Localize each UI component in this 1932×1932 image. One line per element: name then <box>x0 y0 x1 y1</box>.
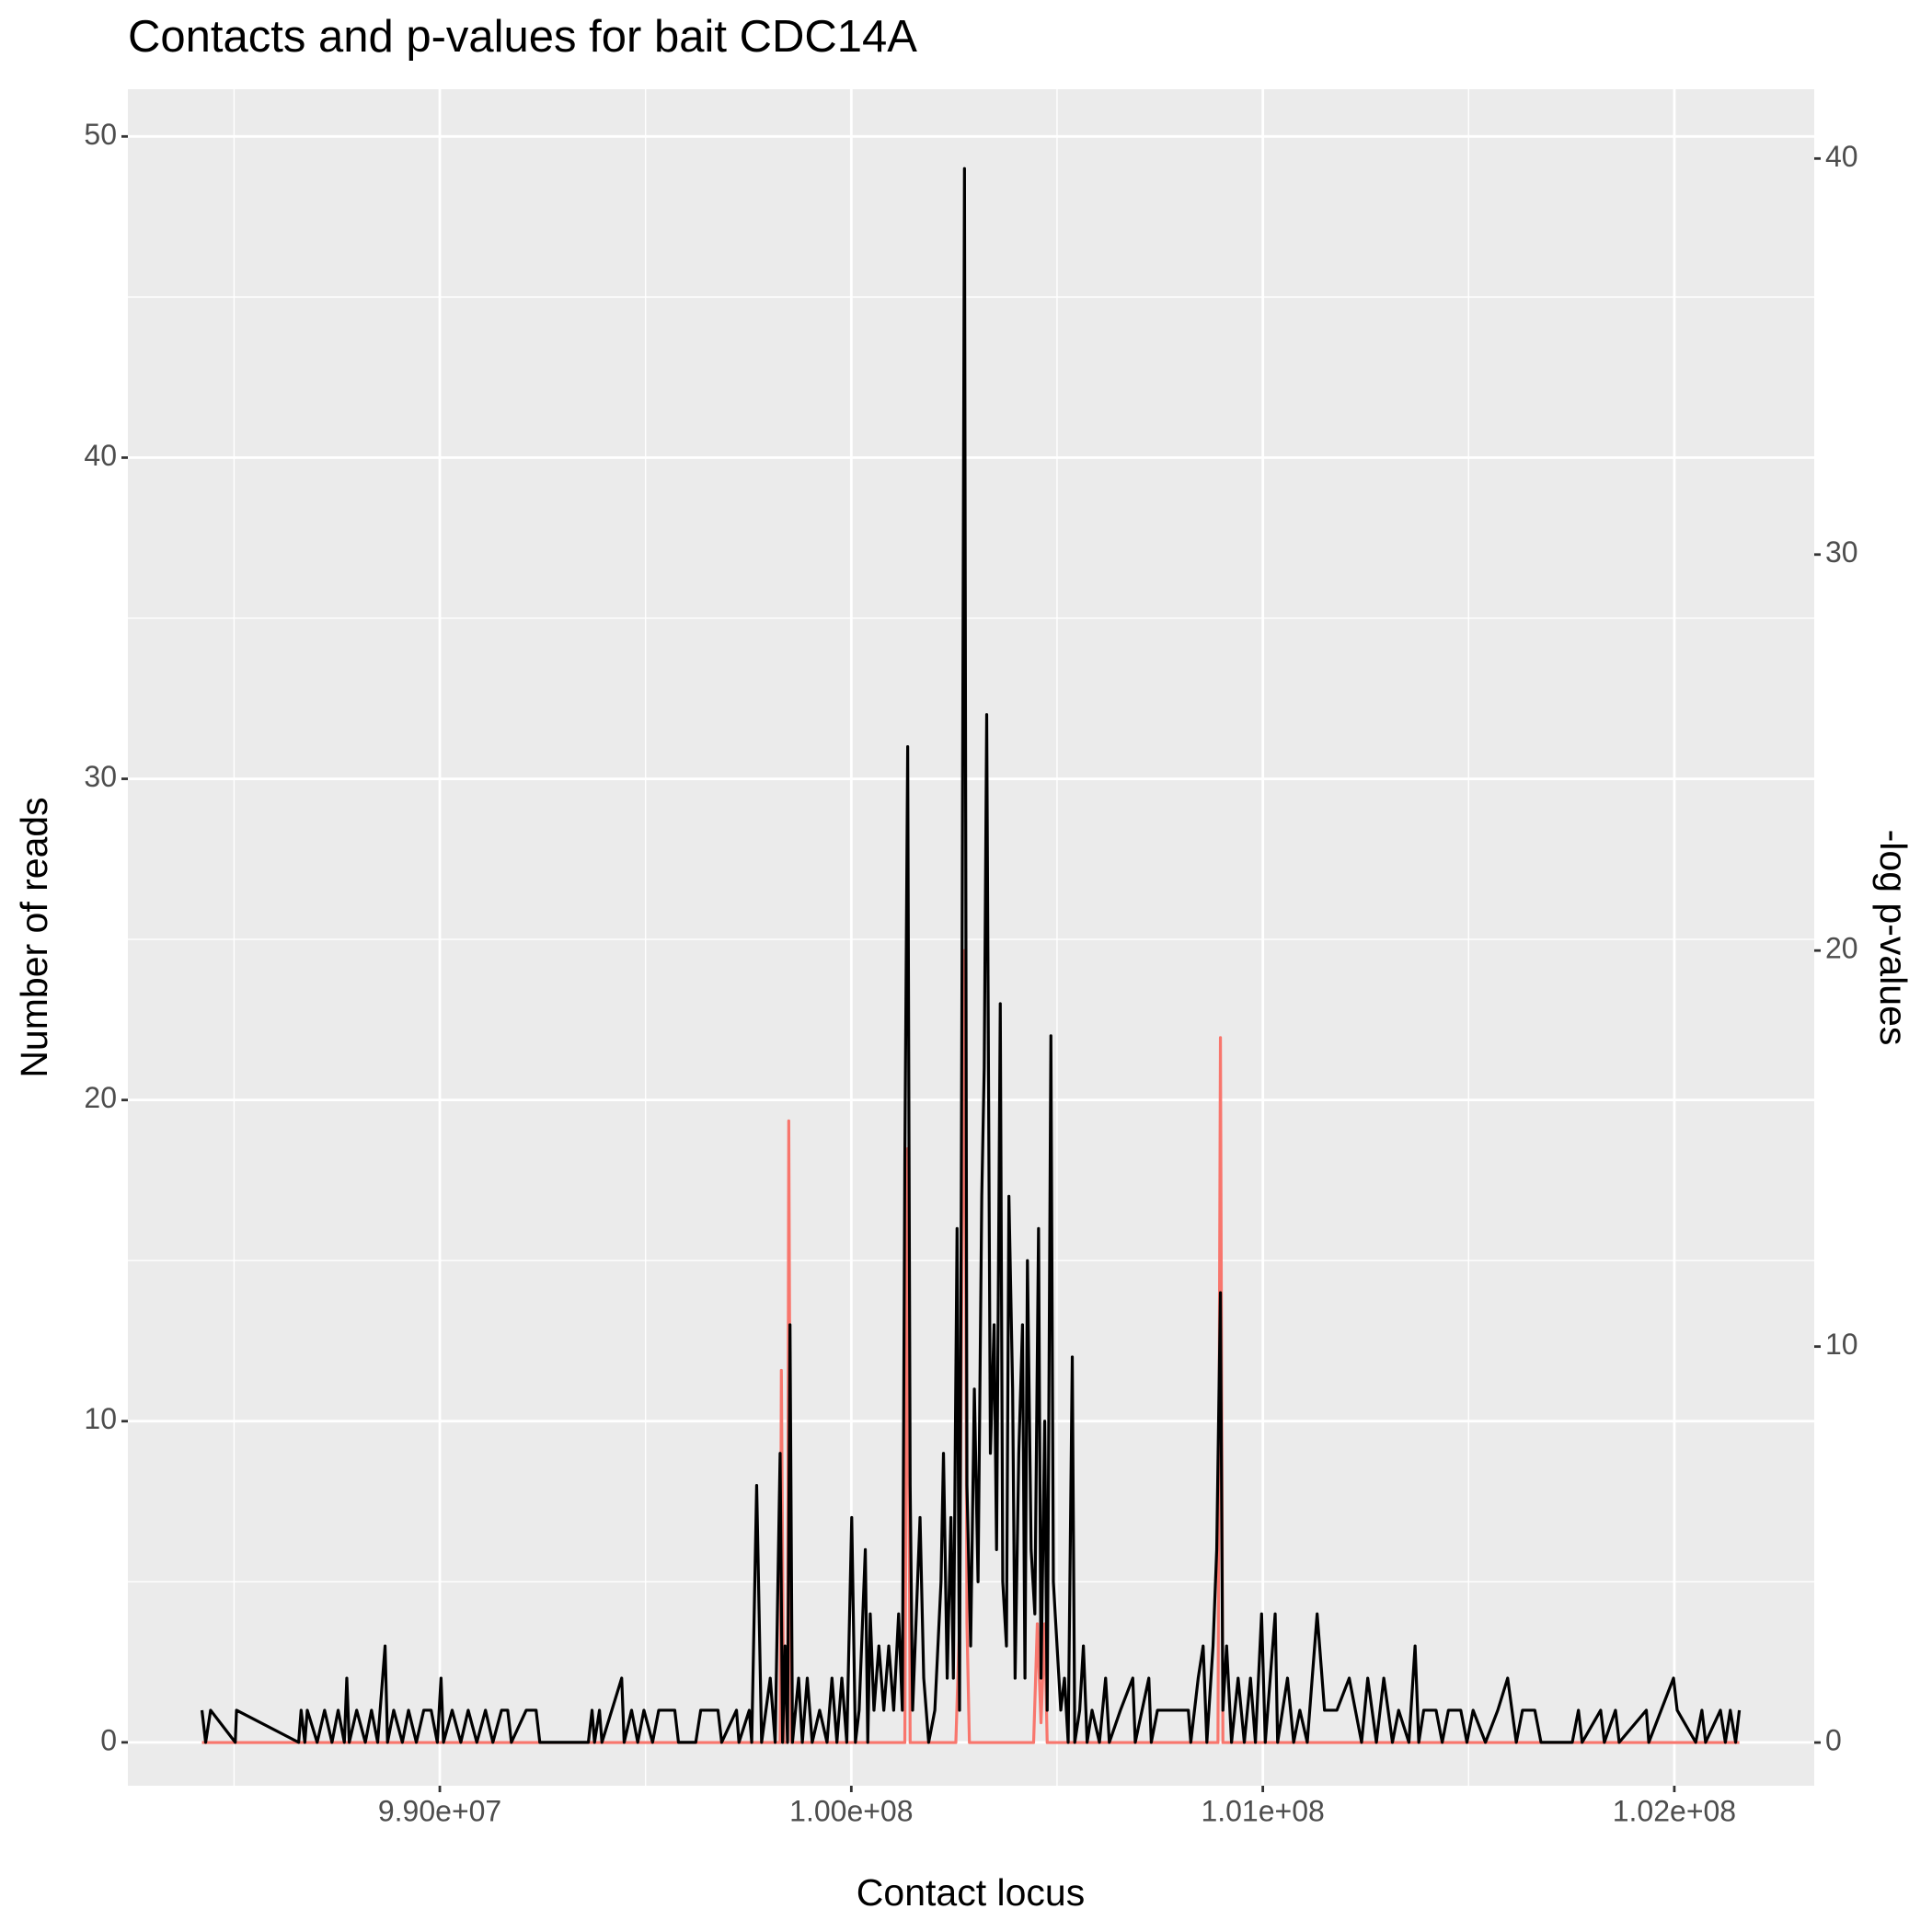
y-axis-title: Number of reads <box>13 797 55 1077</box>
y2-tick-label: 20 <box>1825 932 1858 965</box>
y-tick-label: 10 <box>84 1402 117 1435</box>
y-tick-label: 40 <box>84 439 117 472</box>
y-tick-label: 50 <box>84 118 117 151</box>
y2-tick-label: 40 <box>1825 140 1858 173</box>
y-tick-label: 30 <box>84 760 117 793</box>
x-tick-label: 1.01e+08 <box>1201 1794 1324 1827</box>
x-tick-label: 9.90e+07 <box>378 1794 501 1827</box>
x-axis-title: Contact locus <box>857 1871 1085 1914</box>
y-tick-label: 20 <box>84 1081 117 1114</box>
series-line <box>200 167 1742 1744</box>
x-tick-label: 1.00e+08 <box>789 1794 913 1827</box>
x-tick-label: 1.02e+08 <box>1613 1794 1736 1827</box>
y2-tick-label: 0 <box>1825 1724 1842 1757</box>
chart-title: Contacts and p-values for bait CDC14A <box>128 12 917 62</box>
y-tick-label: 0 <box>100 1723 117 1756</box>
panel <box>128 89 1814 1786</box>
y2-tick-label: 30 <box>1825 535 1858 569</box>
y2-axis-title: -log p-values <box>1872 830 1915 1046</box>
y2-tick-label: 10 <box>1825 1328 1858 1361</box>
